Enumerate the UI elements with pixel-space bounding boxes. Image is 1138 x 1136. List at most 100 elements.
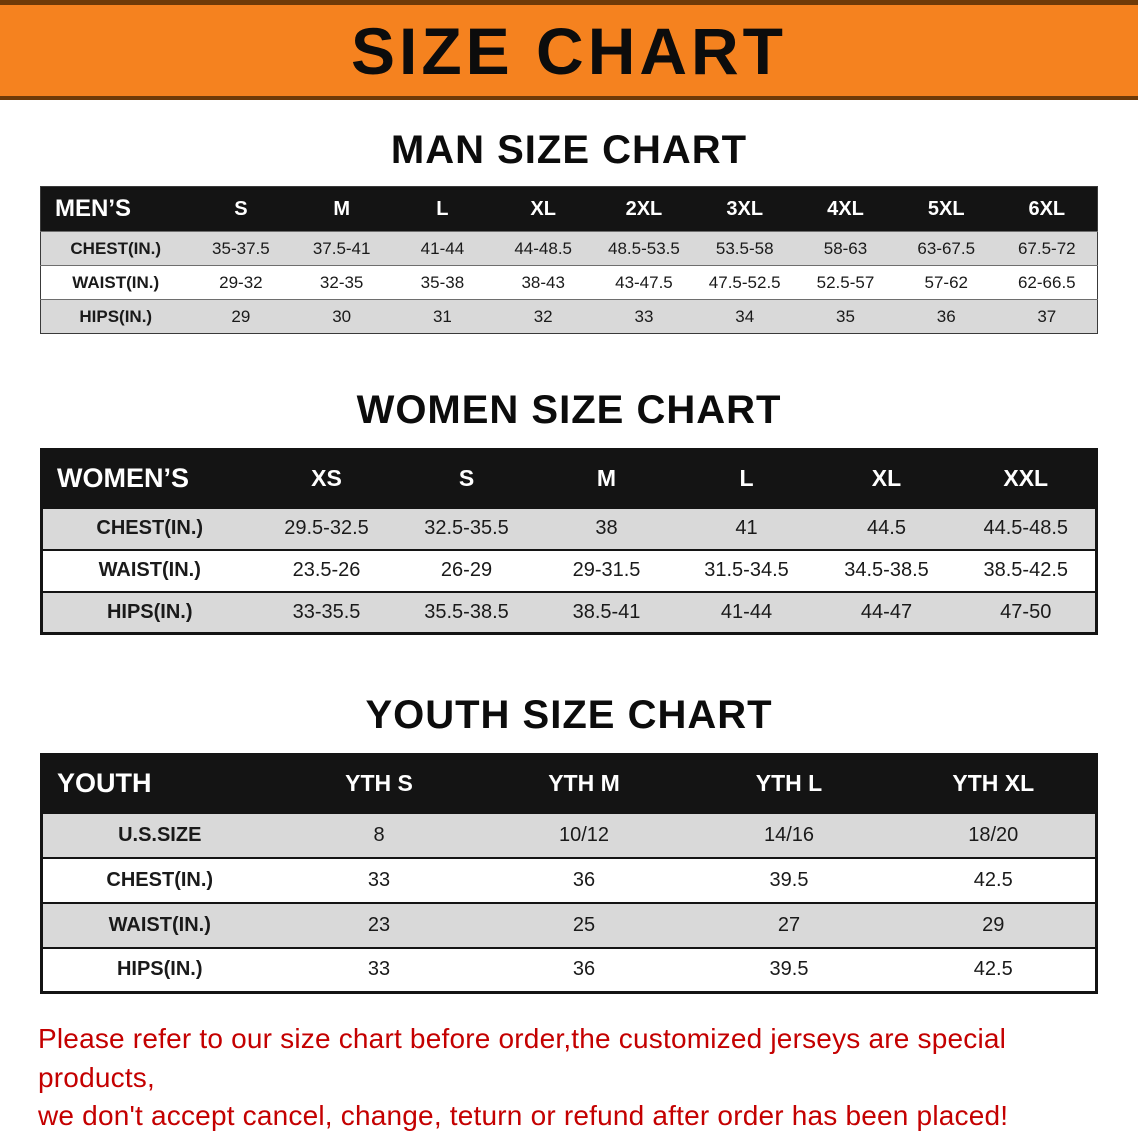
size-value-cell: 47.5-52.5	[708, 272, 781, 292]
footer-note-line-2: we don't accept cancel, change, teturn o…	[38, 1100, 1009, 1132]
size-column-header: 6XL	[996, 186, 1098, 232]
table-title: MEN’S	[40, 186, 191, 232]
size-column-header: M	[291, 186, 393, 232]
size-value-cell: 34.5-38.5	[844, 559, 929, 581]
size-value-cell: 44.5-48.5	[983, 517, 1068, 539]
row-label: WAIST(IN.)	[98, 559, 201, 581]
size-column-header: M	[536, 449, 677, 508]
size-value-cell: 43-47.5	[615, 272, 673, 292]
table-title: YOUTH	[41, 754, 277, 813]
row-label: HIPS(IN.)	[79, 306, 153, 326]
size-value-cell: 41-44	[420, 238, 465, 258]
size-value-cell: 31	[432, 306, 452, 326]
row-label: WAIST(IN.)	[72, 272, 160, 292]
size-value-cell: 44-47	[860, 600, 913, 623]
table-row: CHEST(IN.) 35-37.5 37.5-41 41-44 44-48.5 48.5…	[40, 231, 1098, 266]
size-value-cell: 34	[735, 306, 755, 326]
size-column-header: XXL	[956, 449, 1097, 508]
size-value-cell: 52.5-57	[816, 272, 875, 292]
size-value-cell: 39.5	[769, 958, 809, 981]
size-value-cell: 63-67.5	[917, 238, 976, 258]
size-column-header: YTH L	[686, 754, 892, 813]
row-label: WAIST(IN.)	[108, 913, 211, 936]
table-header-row: MEN’S S M L XL 2XL 3XL 4XL 5XL 6XL	[40, 186, 1098, 232]
size-column-header: YTH S	[276, 754, 482, 813]
table-row: WAIST(IN.) 29-32 32-35 35-38 38-43 43-47.5 47.…	[40, 265, 1098, 300]
size-value-cell: 36	[572, 868, 596, 891]
size-value-cell: 33-35.5	[292, 600, 361, 623]
table-row: WAIST(IN.) 23.5-26 26-29 29-31.5 31.5-34.5 34…	[41, 549, 1097, 592]
size-value-cell: 29-31.5	[572, 559, 641, 581]
size-value-cell: 41-44	[720, 600, 773, 623]
size-column-header: YTH XL	[891, 754, 1097, 813]
men-size-section: MAN SIZE CHART MEN’S S M L XL 2XL 3XL 4XL 5XL 6XL…	[0, 130, 1138, 334]
footer-note: Please refer to our size chart before or…	[38, 1020, 1100, 1136]
size-value-cell: 58-63	[823, 238, 868, 258]
table-row: HIPS(IN.) 29 30 31 32 33 34 35 36 37	[40, 299, 1098, 334]
size-value-cell: 32.5-35.5	[424, 517, 509, 539]
men-section-heading: MAN SIZE CHART	[390, 128, 748, 172]
women-size-section: WOMEN SIZE CHART WOMEN’S XS S M L XL XXL CHEST(…	[0, 390, 1138, 635]
size-value-cell: 36	[936, 306, 956, 326]
banner: SIZE CHART	[0, 0, 1138, 100]
size-value-cell: 30	[332, 306, 352, 326]
size-value-cell: 35	[836, 306, 855, 326]
footer-note-line-1: Please refer to our size chart before or…	[38, 1023, 1007, 1093]
size-value-cell: 42.5	[973, 868, 1013, 891]
size-column-header: 3XL	[694, 186, 796, 232]
table-header-row: YOUTH YTH S YTH M YTH L YTH XL	[41, 754, 1097, 813]
size-value-cell: 10/12	[558, 823, 610, 846]
size-value-cell: 29	[982, 913, 1005, 936]
table-row: CHEST(IN.) 29.5-32.5 32.5-35.5 38 41 44.5 44.5…	[41, 507, 1097, 550]
size-value-cell: 14/16	[763, 823, 815, 846]
women-section-heading: WOMEN SIZE CHART	[356, 388, 782, 432]
size-column-header: XL	[816, 449, 957, 508]
size-value-cell: 41	[735, 517, 758, 539]
size-value-cell: 38.5-42.5	[983, 559, 1068, 581]
size-column-header: 5XL	[895, 186, 997, 232]
row-label: CHEST(IN.)	[96, 517, 204, 539]
table-header-row: WOMEN’S XS S M L XL XXL	[41, 449, 1097, 508]
row-label: U.S.SIZE	[118, 823, 202, 846]
size-column-header: XS	[256, 449, 397, 508]
size-value-cell: 53.5-58	[715, 238, 774, 258]
size-value-cell: 23	[367, 913, 391, 936]
size-value-cell: 18/20	[968, 823, 1019, 846]
size-value-cell: 27	[777, 913, 801, 936]
size-value-cell: 23.5-26	[292, 559, 361, 581]
size-value-cell: 44.5	[867, 517, 906, 539]
row-label: HIPS(IN.)	[106, 600, 193, 623]
size-value-cell: 62-66.5	[1017, 272, 1076, 292]
table-row: HIPS(IN.) 33-35.5 35.5-38.5 38.5-41 41-44 44-…	[41, 591, 1097, 634]
size-column-header: S	[190, 186, 292, 232]
women-size-table: WOMEN’S XS S M L XL XXL CHEST(IN.) 29.5-32.5 32.5…	[40, 448, 1098, 635]
page-title: SIZE CHART	[351, 13, 787, 88]
size-value-cell: 31.5-34.5	[704, 559, 789, 581]
size-column-header: L	[392, 186, 493, 232]
size-value-cell: 38	[595, 517, 618, 539]
table-title: WOMEN’S	[41, 449, 257, 508]
size-value-cell: 33	[367, 958, 391, 981]
size-value-cell: 25	[572, 913, 596, 936]
youth-size-table: YOUTH YTH S YTH M YTH L YTH XL U.S.SIZE 8 10/12…	[40, 753, 1098, 994]
size-column-header: XL	[492, 186, 594, 232]
size-column-header: 4XL	[795, 186, 896, 232]
table-row: HIPS(IN.) 33 36 39.5 42.5	[41, 947, 1097, 993]
size-value-cell: 33	[367, 868, 391, 891]
size-value-cell: 35-38	[420, 272, 465, 292]
size-value-cell: 26-29	[440, 559, 493, 581]
size-value-cell: 36	[572, 958, 596, 981]
size-value-cell: 32	[533, 306, 553, 326]
table-row: U.S.SIZE 8 10/12 14/16 18/20	[41, 812, 1097, 858]
size-value-cell: 32-35	[319, 272, 364, 292]
size-column-header: S	[396, 449, 537, 508]
size-value-cell: 47-50	[1000, 600, 1052, 623]
size-value-cell: 33	[634, 306, 654, 326]
youth-section-heading: YOUTH SIZE CHART	[365, 693, 773, 737]
size-value-cell: 48.5-53.5	[608, 238, 680, 258]
size-column-header: L	[676, 449, 817, 508]
size-value-cell: 8	[373, 823, 385, 846]
size-value-cell: 37.5-41	[312, 238, 371, 258]
row-label: HIPS(IN.)	[116, 958, 203, 981]
